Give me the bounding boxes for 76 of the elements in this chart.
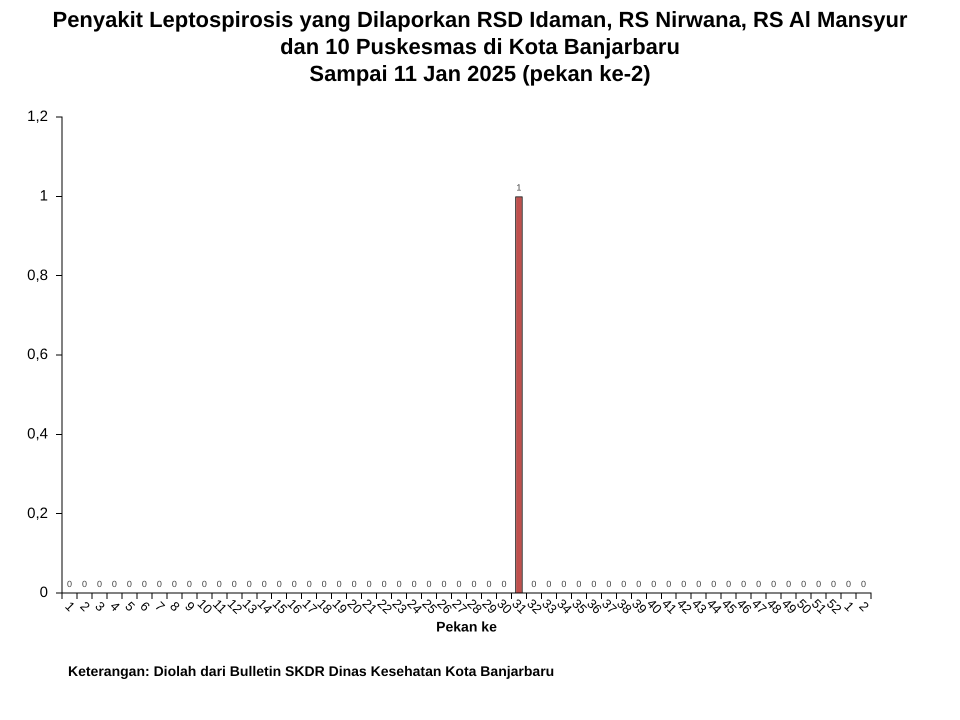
data-label: 0 [606,578,612,589]
data-label: 0 [786,578,792,589]
data-label: 0 [456,578,462,589]
data-label: 0 [681,578,686,589]
data-label: 0 [861,578,866,589]
data-label: 0 [216,578,222,589]
x-tick-label: 7 [152,598,168,614]
x-tick-label: 4 [107,598,123,614]
y-tick-label: 1,2 [27,108,48,126]
x-axis-title: Pekan ke [436,618,498,634]
data-label: 0 [246,578,252,589]
x-tick-label: 9 [182,598,198,614]
data-label: 0 [726,578,732,589]
y-tick-label: 0 [40,584,48,602]
y-tick-label: 0,8 [27,266,48,284]
data-label: 0 [126,578,132,589]
y-tick-label: 0,4 [27,425,48,442]
data-label: 0 [202,578,207,589]
data-label: 0 [336,578,342,589]
data-label: 0 [816,578,822,589]
data-label: 0 [831,578,836,589]
data-label: 0 [292,578,297,589]
data-label: 0 [172,578,177,589]
data-label: 0 [412,578,417,589]
data-label: 0 [82,578,87,589]
data-label: 0 [142,578,147,589]
data-label: 0 [186,578,192,589]
data-label: 0 [501,578,506,589]
data-label: 0 [426,578,432,589]
y-tick-label: 1 [40,187,48,204]
data-label: 0 [382,578,387,589]
y-tick-label: 0,6 [27,346,48,364]
text: Keterangan: Diolah dari Bulletin SKDR Dinas Kesehatan Kota Banjarbaru [68,663,554,679]
data-label: 0 [471,578,476,589]
data-label: 0 [442,578,447,589]
x-tick-label: 2 [856,598,872,614]
data-label: 0 [531,578,536,589]
data-label: 0 [621,578,626,589]
data-label: 0 [696,578,702,589]
x-tick-label: 6 [137,598,153,614]
data-label: 0 [756,578,762,589]
data-label: 0 [651,578,656,589]
data-label: 0 [771,578,776,589]
data-label: 0 [561,578,566,589]
data-label: 0 [666,578,672,589]
data-label: 1 [516,182,522,192]
y-tick-label: 0,2 [27,504,48,522]
data-label: 0 [66,578,72,589]
data-label: 0 [486,578,492,589]
data-label: 0 [322,578,327,589]
x-tick-label: 3 [92,598,108,614]
chart-subtitle: Sampai 11 Jan 2025 (pekan ke-2) [308,60,652,87]
data-label: 0 [352,578,357,589]
data-label: 0 [741,578,746,589]
data-label: 0 [232,578,237,589]
data-label: 0 [636,578,642,589]
data-label: 0 [112,578,117,589]
data-label: 0 [711,578,716,589]
data-label: 0 [801,578,806,589]
x-tick-label: 8 [167,598,183,614]
data-label: 0 [591,578,596,589]
data-label: 0 [396,578,402,589]
x-tick-label: 1 [62,598,78,614]
x-tick-label: 1 [841,598,858,614]
data-label: 0 [262,578,267,589]
x-tick-label: 5 [122,598,138,614]
data-label: 0 [306,578,312,589]
data-label: 0 [546,578,552,589]
data-label: 0 [846,578,852,589]
data-label: 0 [366,578,372,589]
data-label: 0 [96,578,102,589]
chart-title: Penyakit Leptospirosis yang Dilaporkan RSD Idaman, RS Nirwana, RS Al Mansyur dan 10 Puskesmas di Kota Banjarbaru [52,6,908,60]
data-label: 0 [276,578,282,589]
x-tick-label: 2 [77,598,93,614]
data-label: 0 [156,578,162,589]
data-label: 0 [576,578,582,589]
